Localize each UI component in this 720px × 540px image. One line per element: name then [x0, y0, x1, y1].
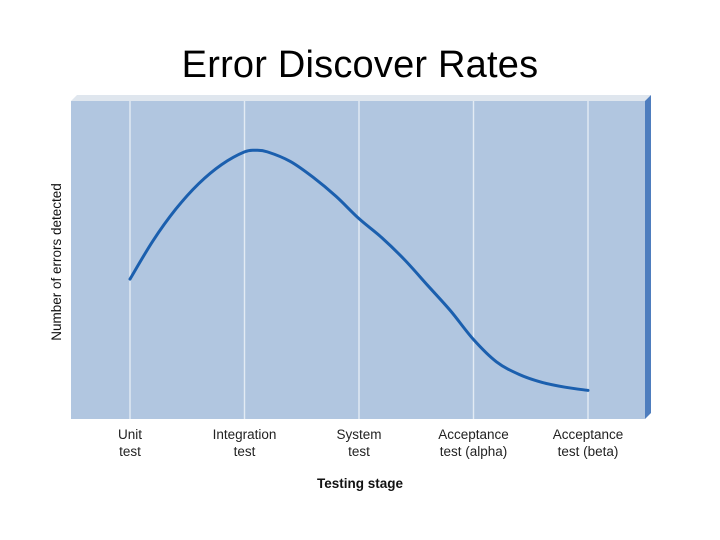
series-line [128, 148, 590, 392]
y-axis-title: Number of errors detected [49, 183, 64, 341]
x-tick-label: Integration test [213, 427, 277, 459]
plot-area [71, 101, 645, 419]
x-tick-label: Acceptance test (beta) [553, 427, 624, 459]
x-axis-title: Testing stage [317, 476, 404, 491]
plot-frame-top-bevel [71, 95, 651, 101]
x-tick-label: Acceptance test (alpha) [438, 427, 509, 459]
x-tick-label: System test [336, 427, 381, 459]
x-tick-labels: Unit test Integration test System test Accepta… [118, 427, 623, 459]
x-tick-label: Unit test [118, 427, 142, 459]
gridlines [129, 101, 589, 419]
series-layer [128, 148, 590, 392]
plot-frame-right-bevel [645, 95, 651, 419]
slide-title: Error Discover Rates [181, 44, 539, 86]
plot-frame [71, 95, 651, 419]
